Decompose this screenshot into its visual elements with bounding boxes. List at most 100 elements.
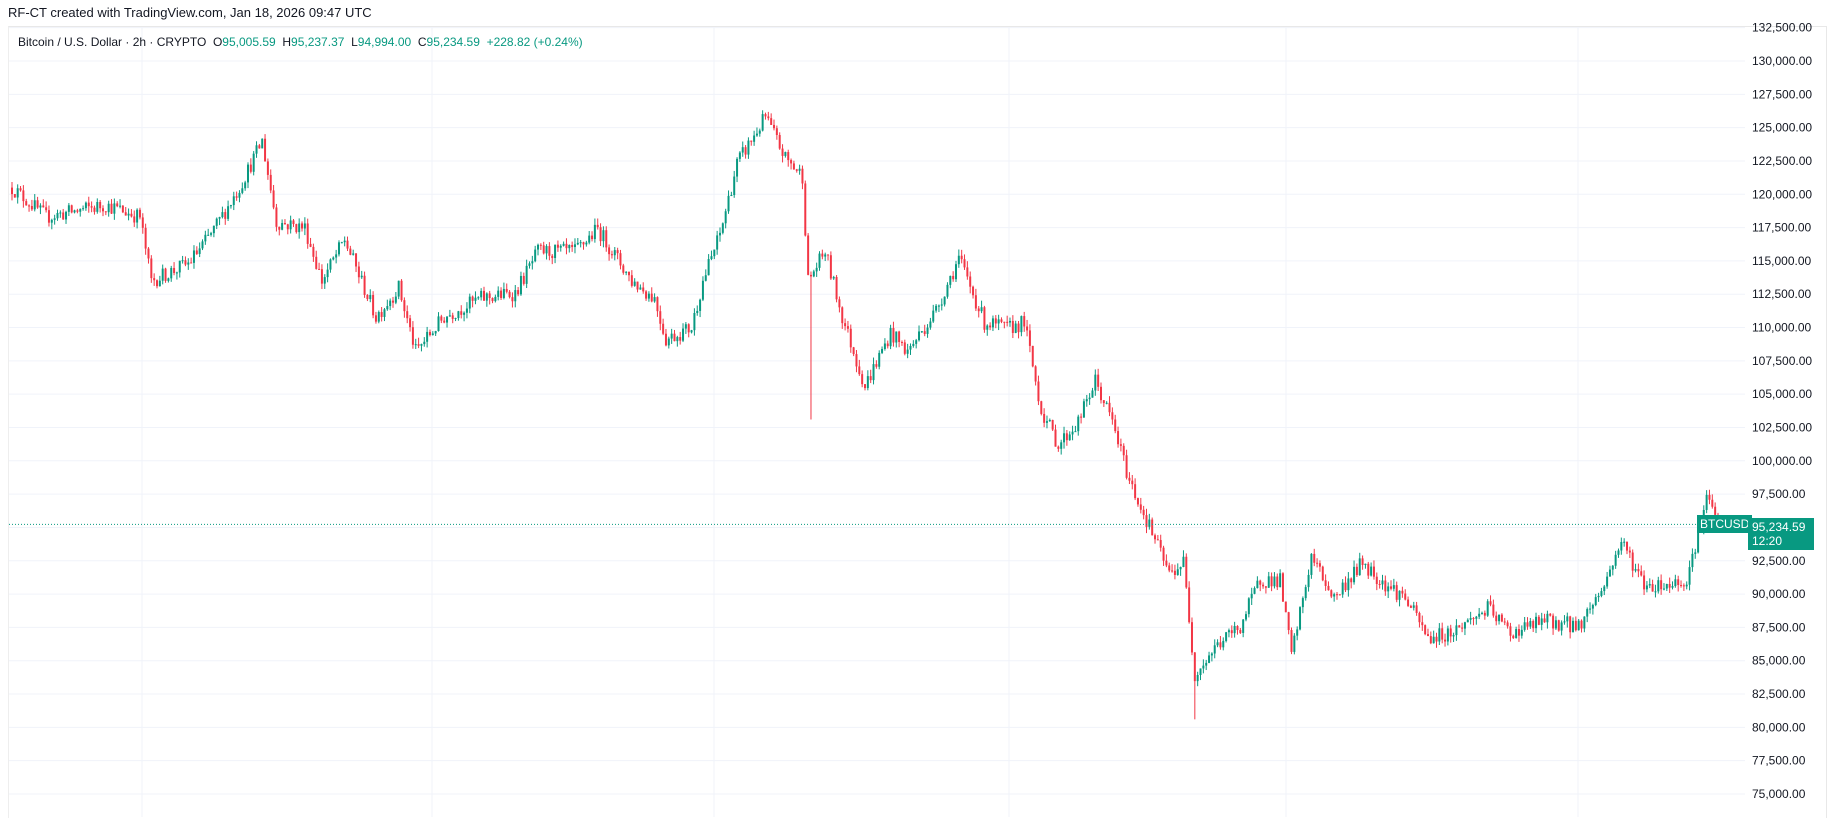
candle-body [460, 311, 463, 315]
candle-body [116, 203, 119, 207]
candle-body [130, 213, 133, 217]
candle-body [1620, 542, 1623, 551]
candle-body [1668, 583, 1671, 588]
candle-body [940, 304, 943, 306]
candle-body [679, 337, 682, 341]
candle-body [1057, 446, 1060, 449]
candle-body [565, 243, 568, 249]
close-value: 95,234.59 [426, 35, 480, 49]
candle-body [1259, 580, 1262, 585]
candle-body [1247, 598, 1250, 615]
candle-body [87, 202, 90, 207]
candle-body [1594, 597, 1597, 606]
candle-body [977, 308, 980, 312]
candle-body [184, 260, 187, 265]
candle-body [1674, 579, 1677, 587]
candle-body [1645, 585, 1648, 590]
candle-body [352, 253, 355, 255]
candle-body [1441, 628, 1444, 640]
candle-body [289, 220, 292, 230]
candle-body [878, 352, 881, 367]
candle-body [417, 344, 420, 346]
candle-body [900, 342, 903, 344]
price-tick-label: 130,000.00 [1752, 54, 1812, 68]
candle-body [329, 259, 332, 270]
candle-body [542, 245, 545, 254]
candle-body [1626, 541, 1629, 551]
candle-body [610, 254, 613, 256]
candle-body [1634, 569, 1637, 571]
candle-body [1063, 433, 1066, 443]
chart-credit: RF-CT created with TradingView.com, Jan … [8, 5, 372, 20]
candle-body [269, 174, 272, 191]
candle-body [736, 158, 739, 177]
candle-body [1136, 498, 1139, 505]
candle-body [733, 176, 736, 196]
candle-body [684, 324, 687, 329]
candle-body [1165, 560, 1168, 566]
candle-body [229, 205, 232, 207]
candle-body [861, 374, 864, 385]
candle-body [1367, 563, 1370, 576]
candle-body [881, 348, 884, 353]
candle-body [195, 250, 198, 254]
candle-body [1498, 614, 1501, 622]
candle-body [642, 287, 645, 292]
candle-body [158, 280, 161, 287]
candle-body [1452, 635, 1455, 637]
candle-body [974, 295, 977, 309]
candle-body [807, 235, 810, 275]
candle-body [1466, 619, 1469, 623]
candle-body [755, 133, 758, 136]
candle-body [1028, 330, 1031, 346]
candle-body [1142, 509, 1145, 516]
candle-body [79, 208, 82, 212]
candle-body [318, 268, 321, 270]
candle-body [411, 327, 414, 345]
candle-body [673, 333, 676, 342]
candle-body [19, 188, 22, 191]
candle-body [403, 300, 406, 312]
candle-body [1122, 445, 1125, 456]
chart-pane[interactable] [8, 26, 1827, 818]
candle-body [1114, 419, 1117, 432]
candle-body [889, 328, 892, 347]
candle-body [693, 313, 696, 331]
candle-body [104, 211, 107, 213]
candle-body [1233, 626, 1236, 634]
candle-body [355, 253, 358, 267]
candle-body [909, 345, 912, 350]
candle-body [1154, 535, 1157, 540]
candle-body [1074, 431, 1077, 433]
symbol-title[interactable]: Bitcoin / U.S. Dollar · 2h · CRYPTO [18, 35, 207, 49]
candle-body [1500, 614, 1503, 622]
price-tick-label: 80,000.00 [1752, 720, 1806, 734]
candle-body [1589, 608, 1592, 610]
candle-body [1273, 576, 1276, 587]
candle-body [1151, 519, 1154, 536]
candle-body [1006, 321, 1009, 323]
candle-body [937, 305, 940, 307]
price-axis[interactable]: 132,500.00 130,000.00 127,500.00 125,000.00… [1752, 21, 1812, 801]
candle-body [1051, 419, 1054, 430]
candle-body [1333, 594, 1336, 597]
candle-body [383, 309, 386, 317]
candle-body [443, 320, 446, 323]
candle-body [926, 327, 929, 334]
candle-body [656, 297, 659, 312]
candle-body [1171, 570, 1174, 572]
candle-body [827, 254, 830, 256]
candle-body [1321, 566, 1324, 581]
candle-body [1139, 504, 1142, 510]
candle-body [1697, 525, 1700, 553]
candle-body [1307, 574, 1310, 588]
candle-body [1188, 587, 1191, 623]
candle-body [718, 232, 721, 236]
candle-body [90, 206, 93, 208]
candle-body [480, 290, 483, 298]
candle-body [1648, 584, 1651, 586]
candle-body [241, 188, 244, 193]
candle-body [50, 219, 53, 223]
candle-body [278, 226, 281, 230]
